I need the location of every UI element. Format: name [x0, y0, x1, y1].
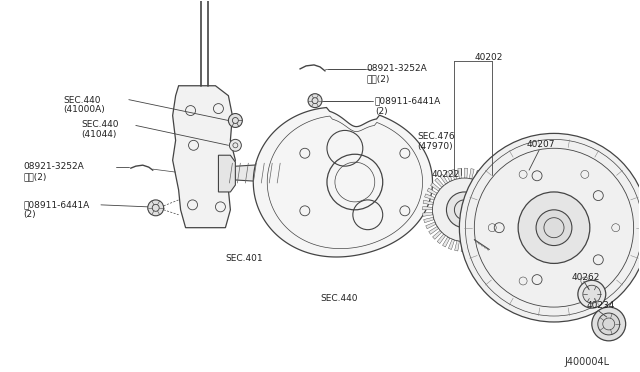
Polygon shape	[488, 228, 498, 237]
Text: 40262: 40262	[572, 273, 600, 282]
Polygon shape	[465, 168, 468, 178]
Polygon shape	[218, 155, 236, 192]
Polygon shape	[496, 210, 506, 213]
Polygon shape	[433, 230, 442, 239]
Circle shape	[536, 210, 572, 246]
Text: 08921-3252A: 08921-3252A	[23, 162, 84, 171]
Polygon shape	[495, 215, 506, 219]
Circle shape	[518, 192, 590, 263]
Polygon shape	[435, 178, 444, 187]
Polygon shape	[440, 174, 448, 184]
Polygon shape	[496, 203, 506, 207]
Circle shape	[485, 199, 523, 237]
Text: J400004L: J400004L	[565, 357, 610, 367]
Polygon shape	[431, 183, 440, 191]
Polygon shape	[493, 191, 503, 198]
Polygon shape	[492, 224, 502, 232]
Text: ピン(2): ピン(2)	[23, 172, 47, 181]
Text: 40222: 40222	[431, 170, 460, 179]
Polygon shape	[494, 219, 504, 226]
Text: 40207: 40207	[526, 140, 555, 149]
Polygon shape	[220, 163, 290, 183]
Circle shape	[447, 192, 483, 228]
Text: ピン(2): ピン(2)	[367, 74, 390, 83]
Polygon shape	[469, 169, 474, 179]
Circle shape	[148, 200, 164, 216]
Circle shape	[285, 168, 295, 178]
Polygon shape	[458, 168, 462, 179]
Circle shape	[578, 280, 605, 308]
Polygon shape	[445, 171, 452, 182]
Polygon shape	[253, 108, 433, 257]
Polygon shape	[485, 232, 494, 241]
Circle shape	[592, 307, 626, 341]
Text: ⓝ08911-6441A: ⓝ08911-6441A	[375, 97, 441, 106]
Circle shape	[308, 94, 322, 108]
Circle shape	[433, 178, 496, 241]
Text: 40202: 40202	[474, 53, 502, 62]
Polygon shape	[449, 239, 454, 250]
Polygon shape	[442, 237, 450, 247]
Text: SEC.440: SEC.440	[81, 121, 118, 129]
Text: (47970): (47970)	[417, 142, 453, 151]
Polygon shape	[472, 240, 477, 250]
Polygon shape	[426, 222, 436, 229]
Circle shape	[583, 285, 601, 303]
Text: 08921-3252A: 08921-3252A	[367, 64, 428, 73]
Text: 40234: 40234	[587, 301, 615, 310]
Circle shape	[229, 140, 241, 151]
Polygon shape	[495, 197, 505, 202]
Text: SEC.440: SEC.440	[63, 96, 100, 105]
Polygon shape	[481, 235, 489, 246]
Polygon shape	[477, 238, 483, 248]
Text: ⓝ08911-6441A: ⓝ08911-6441A	[23, 200, 90, 209]
Polygon shape	[173, 86, 236, 228]
Polygon shape	[483, 176, 492, 186]
Polygon shape	[479, 173, 486, 183]
Circle shape	[467, 180, 542, 256]
Polygon shape	[422, 212, 433, 217]
Polygon shape	[467, 241, 471, 251]
Polygon shape	[487, 180, 496, 189]
Polygon shape	[429, 227, 438, 234]
Text: SEC.440: SEC.440	[320, 294, 358, 303]
Text: (2): (2)	[375, 107, 387, 116]
Polygon shape	[454, 241, 460, 251]
Text: (2): (2)	[23, 210, 36, 219]
Polygon shape	[490, 185, 500, 193]
Polygon shape	[424, 194, 435, 200]
Polygon shape	[437, 234, 445, 244]
Polygon shape	[423, 200, 433, 205]
Circle shape	[228, 113, 243, 128]
Polygon shape	[451, 169, 457, 180]
Polygon shape	[461, 241, 465, 251]
Polygon shape	[427, 188, 437, 195]
Text: SEC.401: SEC.401	[225, 254, 263, 263]
Polygon shape	[424, 217, 434, 223]
Polygon shape	[474, 170, 481, 180]
Text: (41044): (41044)	[81, 131, 116, 140]
Polygon shape	[422, 206, 433, 210]
Circle shape	[598, 313, 620, 335]
Text: SEC.476: SEC.476	[417, 132, 455, 141]
Text: (41000A): (41000A)	[63, 105, 105, 113]
Circle shape	[460, 134, 640, 322]
